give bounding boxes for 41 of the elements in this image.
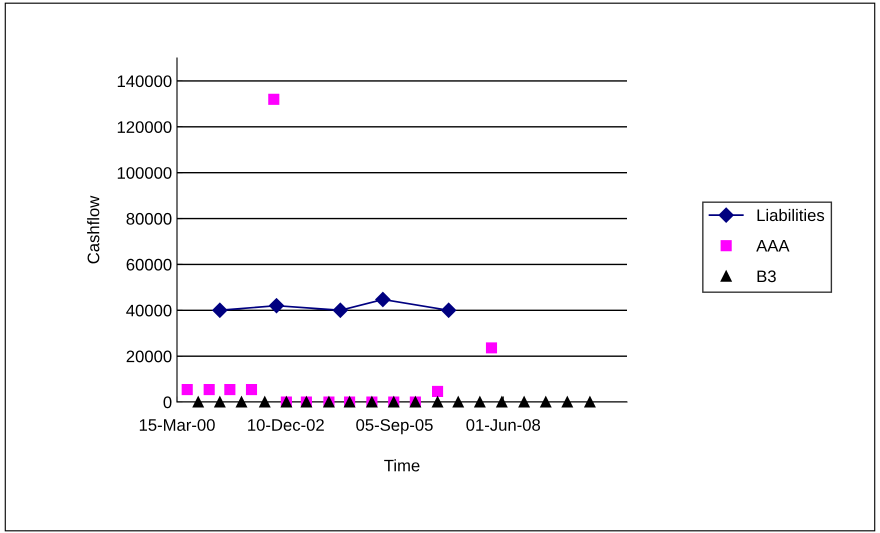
y-tick-label: 100000 bbox=[118, 167, 172, 179]
y-tick-label: 80000 bbox=[126, 212, 172, 225]
point bbox=[518, 396, 530, 408]
point bbox=[332, 302, 348, 318]
point bbox=[584, 396, 596, 408]
point bbox=[236, 396, 248, 408]
point bbox=[486, 342, 498, 354]
legend-label: B3 bbox=[758, 270, 776, 282]
x-axis-title: Time bbox=[384, 459, 420, 472]
x-tick-label: 15-Mar-00 bbox=[140, 419, 215, 431]
point bbox=[246, 384, 258, 396]
point bbox=[204, 384, 215, 396]
point bbox=[562, 396, 573, 408]
point bbox=[375, 292, 390, 308]
x-tick-label: 05-Sep-05 bbox=[356, 419, 433, 434]
y-tick-label: 60000 bbox=[126, 258, 172, 271]
point bbox=[432, 386, 444, 398]
y-tick-label: 0 bbox=[164, 396, 172, 408]
point bbox=[268, 94, 280, 105]
point bbox=[496, 396, 508, 408]
y-tick-label: 40000 bbox=[126, 304, 172, 316]
point bbox=[268, 298, 284, 314]
point bbox=[224, 384, 236, 396]
y-tick-label: 20000 bbox=[126, 350, 172, 362]
y-tick-label: 140000 bbox=[118, 75, 172, 88]
legend-label: AAA bbox=[756, 240, 790, 252]
point bbox=[259, 396, 270, 408]
point bbox=[540, 396, 552, 408]
point bbox=[192, 396, 204, 408]
point bbox=[441, 302, 456, 318]
point bbox=[212, 302, 228, 318]
x-tick-label: 10-Dec-02 bbox=[248, 419, 324, 431]
y-axis-title: Cashflow bbox=[87, 196, 100, 264]
point bbox=[474, 396, 486, 408]
legend-label: Liabilities bbox=[758, 208, 824, 222]
point bbox=[432, 396, 444, 408]
point bbox=[214, 396, 226, 408]
y-tick-label: 120000 bbox=[118, 121, 172, 134]
point bbox=[182, 384, 193, 396]
point bbox=[452, 396, 464, 408]
x-tick-label: 01-Jun-08 bbox=[466, 419, 540, 431]
